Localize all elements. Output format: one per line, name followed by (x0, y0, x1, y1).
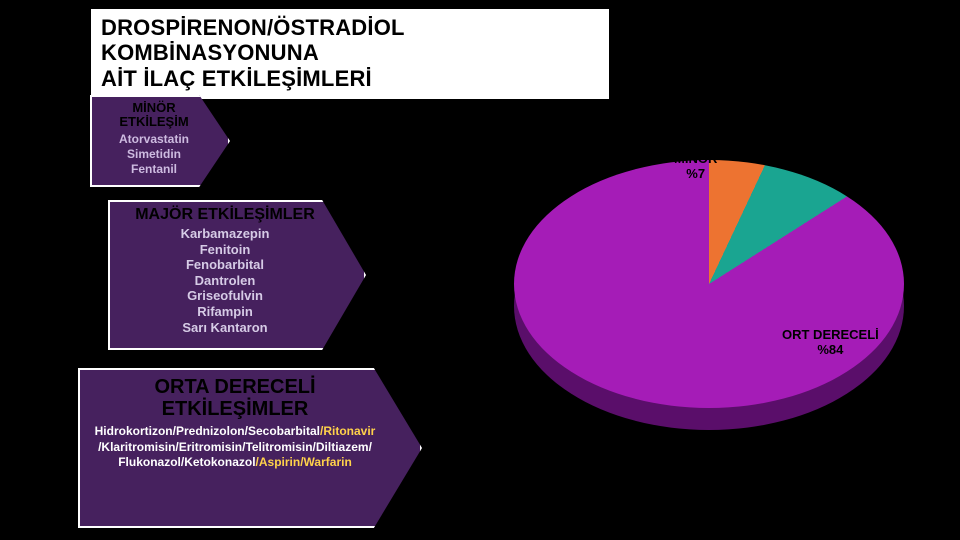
pie-label-minor-val: %7 (686, 166, 705, 181)
pie-label-minor: MİNÖR %7 (674, 152, 717, 182)
pie-label-major-val: %9 (830, 166, 849, 181)
callout-moderate-heading: ORTA DERECELİ ETKİLEŞİMLER (90, 376, 380, 420)
callout-minor-heading: MİNÖR ETKİLEŞİM (98, 101, 210, 130)
pie-label-major: MAJÖR %9 (816, 152, 863, 182)
pie-label-moderate-val: %84 (817, 342, 843, 357)
callout-major-items: KarbamazepinFenitoinFenobarbitalDantrole… (120, 226, 330, 335)
pie-chart: MİNÖR %7 MAJÖR %9 ORT DERECELİ %84 (494, 130, 924, 440)
title-line-2: AİT İLAÇ ETKİLEŞİMLERİ (101, 66, 599, 91)
callout-major: MAJÖR ETKİLEŞİMLER KarbamazepinFenitoinF… (108, 200, 366, 350)
pie-label-moderate: ORT DERECELİ %84 (782, 328, 879, 358)
callout-minor: MİNÖR ETKİLEŞİM AtorvastatinSimetidinFen… (90, 95, 230, 187)
callout-moderate: ORTA DERECELİ ETKİLEŞİMLER Hidrokortizon… (78, 368, 422, 528)
title-line-1: DROSPİRENON/ÖSTRADİOL KOMBİNASYONUNA (101, 15, 599, 66)
callout-minor-items: AtorvastatinSimetidinFentanil (98, 132, 210, 177)
pie-label-major-name: MAJÖR (816, 151, 863, 166)
callout-moderate-items: Hidrokortizon/Prednizolon/Secobarbital/R… (90, 424, 380, 471)
pie-label-moderate-name: ORT DERECELİ (782, 327, 879, 342)
slide-title: DROSPİRENON/ÖSTRADİOL KOMBİNASYONUNA AİT… (90, 8, 610, 100)
callout-major-heading: MAJÖR ETKİLEŞİMLER (120, 206, 330, 224)
pie-face (514, 160, 904, 408)
pie-label-minor-name: MİNÖR (674, 151, 717, 166)
